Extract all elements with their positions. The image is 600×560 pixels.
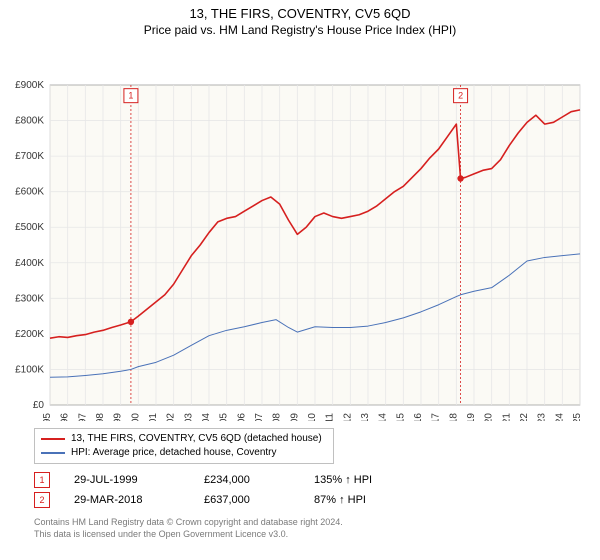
svg-text:1: 1	[128, 91, 133, 101]
sales-table: 1 29-JUL-1999£234,000135% ↑ HPI 2 29-MAR-20…	[34, 470, 600, 510]
svg-text:2006: 2006	[236, 413, 247, 421]
svg-text:£300K: £300K	[15, 293, 44, 304]
chart-subtitle: Price paid vs. HM Land Registry's House …	[0, 21, 600, 41]
svg-text:2: 2	[458, 91, 463, 101]
svg-text:2024: 2024	[554, 413, 565, 421]
svg-text:2000: 2000	[130, 413, 141, 421]
svg-text:2011: 2011	[325, 413, 336, 421]
svg-text:2013: 2013	[360, 413, 371, 421]
svg-text:2005: 2005	[219, 413, 230, 421]
svg-text:£600K: £600K	[15, 187, 44, 198]
sale-row: 2 29-MAR-2018£637,00087% ↑ HPI	[34, 490, 600, 510]
svg-text:2017: 2017	[431, 413, 442, 421]
svg-text:2010: 2010	[307, 413, 318, 421]
chart-title: 13, THE FIRS, COVENTRY, CV5 6QD	[0, 0, 600, 21]
svg-text:2001: 2001	[148, 413, 159, 421]
line-chart-svg: £0 £100K £200K £300K £400K £500K £600K £700K £80…	[0, 41, 600, 421]
sale-price: £637,000	[204, 490, 314, 510]
svg-text:2020: 2020	[484, 413, 495, 421]
svg-text:£800K: £800K	[15, 116, 44, 127]
chart-area: £0 £100K £200K £300K £400K £500K £600K £700K £80…	[0, 41, 600, 426]
svg-text:2019: 2019	[466, 413, 477, 421]
svg-text:£700K: £700K	[15, 151, 44, 162]
svg-text:2008: 2008	[272, 413, 283, 421]
footer-line-1: Contains HM Land Registry data © Crown c…	[34, 516, 600, 528]
legend-swatch	[41, 438, 65, 440]
svg-text:2007: 2007	[254, 413, 265, 421]
svg-text:£900K: £900K	[15, 80, 44, 91]
svg-text:£0: £0	[33, 400, 45, 411]
legend-row: 13, THE FIRS, COVENTRY, CV5 6QD (detache…	[41, 432, 327, 446]
legend-row: HPI: Average price, detached house, Cove…	[41, 446, 327, 460]
legend-label: HPI: Average price, detached house, Cove…	[71, 446, 277, 460]
sale-pct: 87% ↑ HPI	[314, 490, 414, 510]
sale-date: 29-JUL-1999	[74, 470, 204, 490]
legend-swatch	[41, 452, 65, 454]
svg-text:£400K: £400K	[15, 258, 44, 269]
sale-price: £234,000	[204, 470, 314, 490]
svg-text:£200K: £200K	[15, 329, 44, 340]
footer-attribution: Contains HM Land Registry data © Crown c…	[34, 516, 600, 540]
svg-text:£500K: £500K	[15, 222, 44, 233]
footer-line-2: This data is licensed under the Open Gov…	[34, 528, 600, 540]
svg-text:2015: 2015	[395, 413, 406, 421]
svg-text:2016: 2016	[413, 413, 424, 421]
svg-text:2012: 2012	[342, 413, 353, 421]
sale-pct: 135% ↑ HPI	[314, 470, 414, 490]
svg-text:2003: 2003	[183, 413, 194, 421]
svg-text:2022: 2022	[519, 413, 530, 421]
svg-text:2018: 2018	[448, 413, 459, 421]
svg-text:1999: 1999	[113, 413, 124, 421]
sale-marker-box: 1	[34, 472, 50, 488]
sale-date: 29-MAR-2018	[74, 490, 204, 510]
svg-text:2025: 2025	[572, 413, 583, 421]
svg-text:2023: 2023	[537, 413, 548, 421]
svg-text:2014: 2014	[378, 413, 389, 421]
svg-text:1995: 1995	[42, 413, 53, 421]
legend-label: 13, THE FIRS, COVENTRY, CV5 6QD (detache…	[71, 432, 322, 446]
sale-row: 1 29-JUL-1999£234,000135% ↑ HPI	[34, 470, 600, 490]
svg-text:1996: 1996	[60, 413, 71, 421]
svg-text:2009: 2009	[289, 413, 300, 421]
chart-page: 13, THE FIRS, COVENTRY, CV5 6QD Price pa…	[0, 0, 600, 560]
svg-text:2021: 2021	[501, 413, 512, 421]
svg-text:2004: 2004	[201, 413, 212, 421]
svg-text:1997: 1997	[77, 413, 88, 421]
svg-text:£100K: £100K	[15, 364, 44, 375]
sale-marker-box: 2	[34, 492, 50, 508]
legend-box: 13, THE FIRS, COVENTRY, CV5 6QD (detache…	[34, 428, 334, 464]
svg-text:1998: 1998	[95, 413, 106, 421]
svg-text:2002: 2002	[166, 413, 177, 421]
